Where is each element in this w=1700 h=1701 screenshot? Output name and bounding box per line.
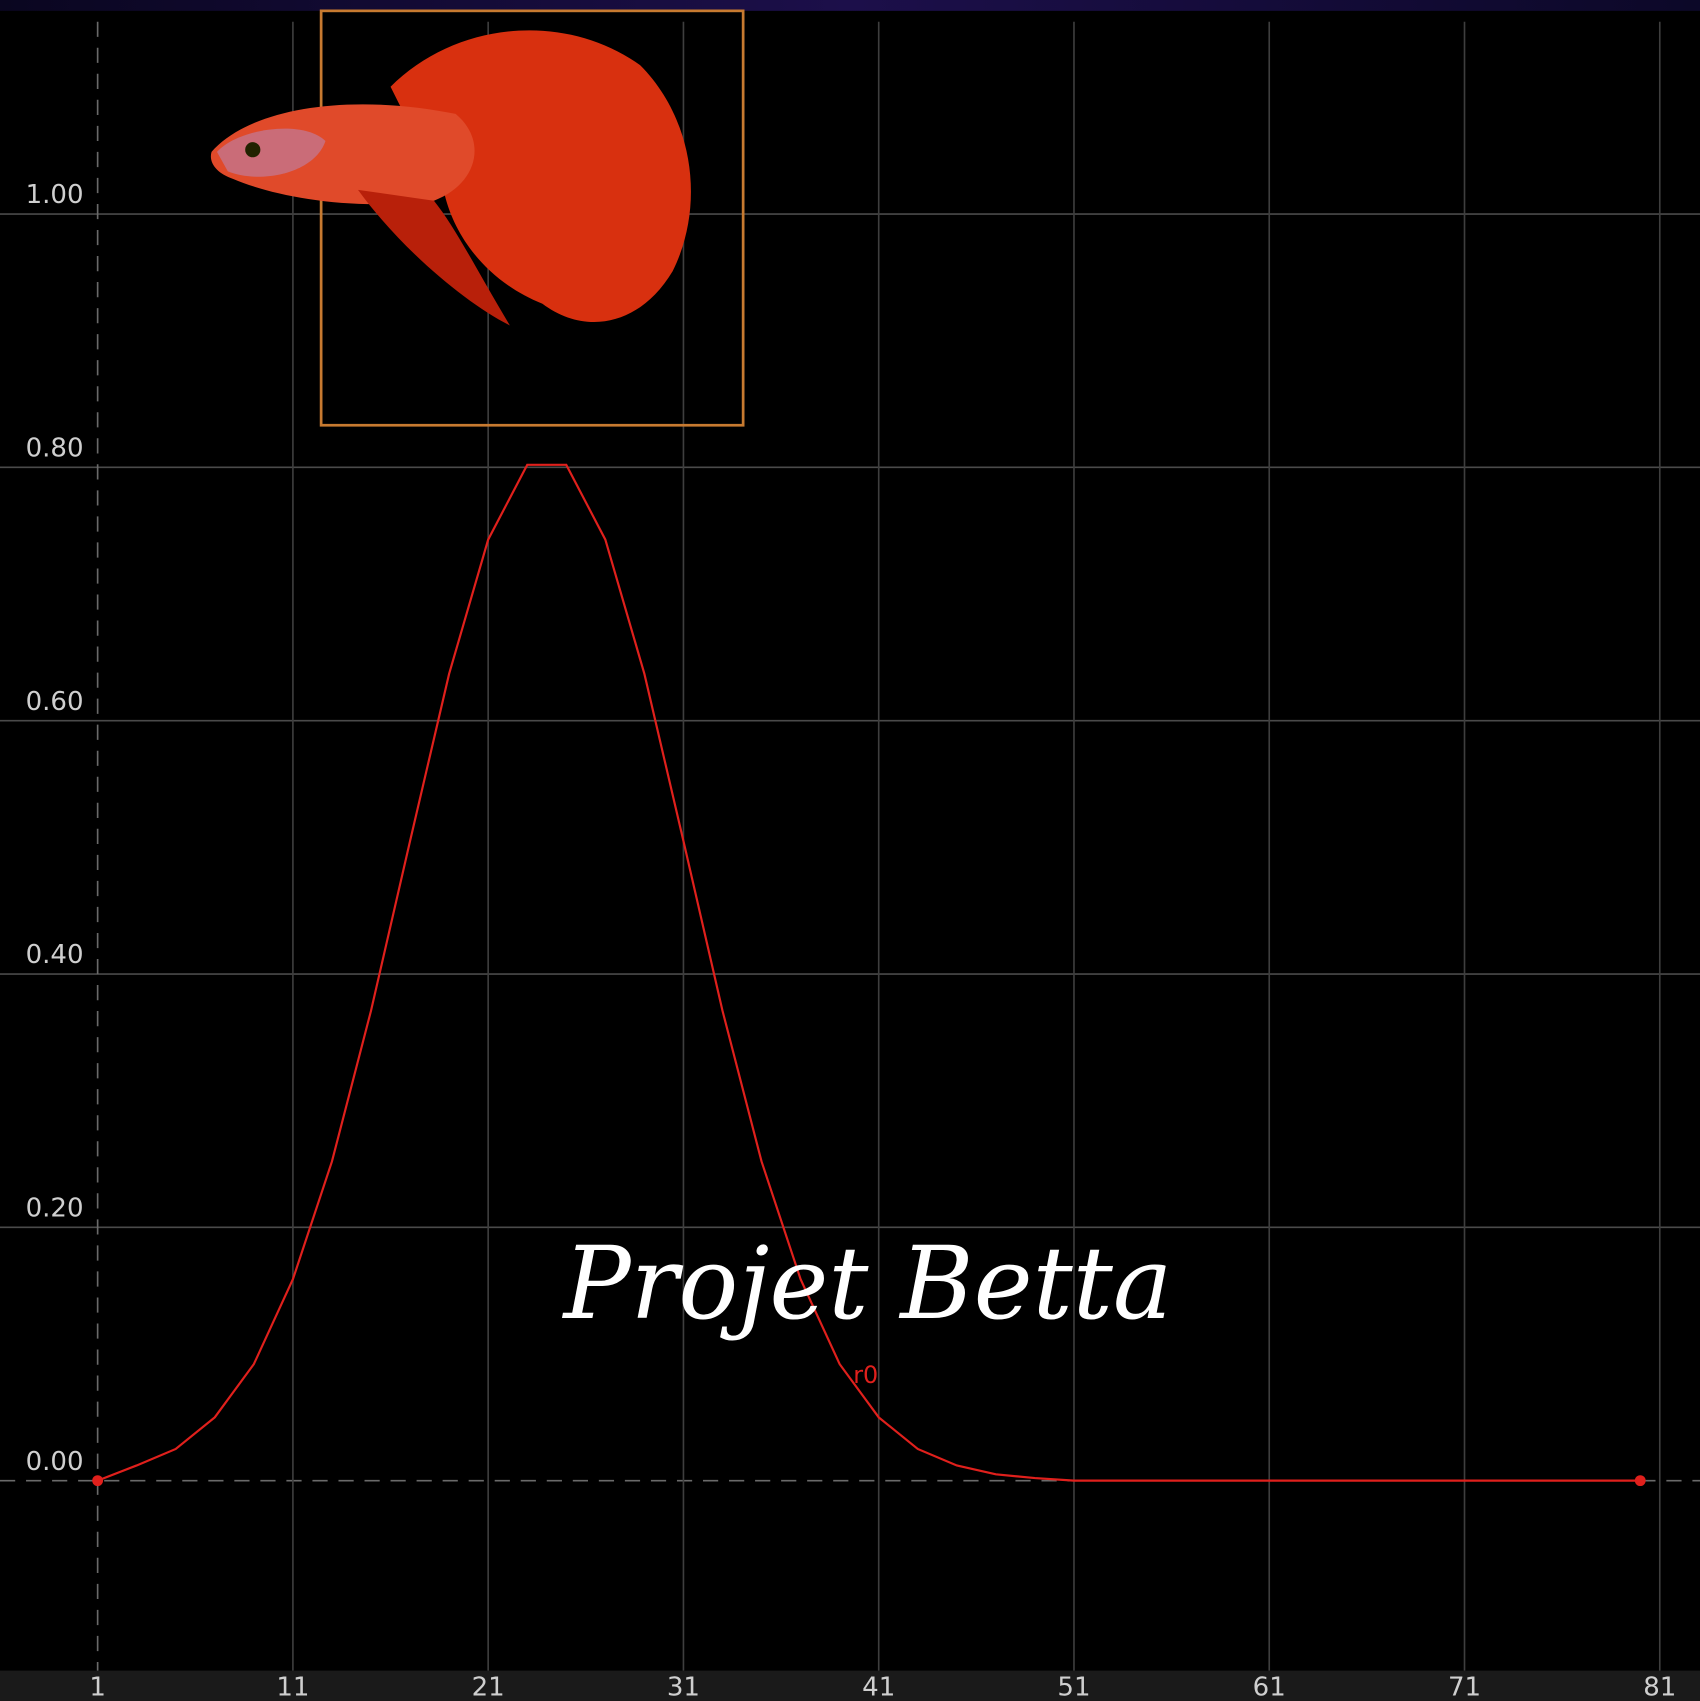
x-tick-label: 71 <box>1448 1673 1481 1701</box>
y-tick-label: 1.00 <box>26 180 84 210</box>
y-tick-label: 0.00 <box>26 1447 84 1477</box>
x-tick-label: 81 <box>1643 1673 1676 1701</box>
x-tick-label: 61 <box>1253 1673 1286 1701</box>
x-tick-label: 21 <box>472 1673 505 1701</box>
y-tick-label: 0.60 <box>26 687 84 717</box>
fish-eye <box>245 142 260 157</box>
series-label: r0 <box>853 1361 878 1389</box>
x-tick-label: 11 <box>276 1673 309 1701</box>
x-tick-label: 1 <box>89 1673 106 1701</box>
chart-title: Projet Betta <box>561 1225 1172 1342</box>
x-tick-label: 41 <box>862 1673 895 1701</box>
x-tick-label: 31 <box>667 1673 700 1701</box>
y-tick-label: 0.80 <box>26 434 84 464</box>
top-bar <box>0 0 1700 11</box>
chart: 0.000.200.400.600.801.001112131415161718… <box>0 0 1700 1701</box>
y-tick-label: 0.40 <box>26 940 84 970</box>
x-axis-strip <box>0 1671 1700 1701</box>
key-point <box>92 1475 103 1486</box>
x-tick-label: 51 <box>1057 1673 1090 1701</box>
background <box>0 0 1700 1701</box>
y-tick-label: 0.20 <box>26 1193 84 1223</box>
key-point <box>1635 1475 1646 1486</box>
